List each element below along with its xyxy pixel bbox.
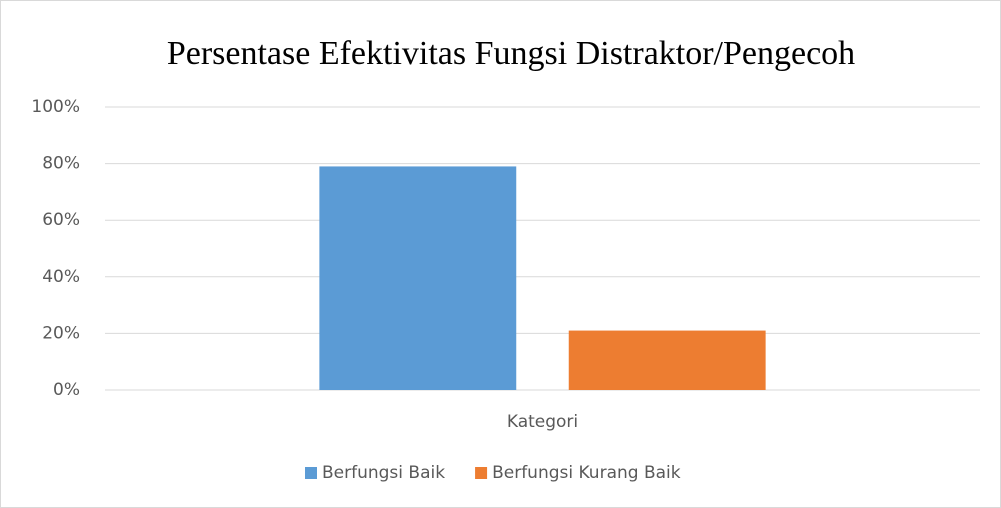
- y-tick-label: 20%: [42, 323, 80, 343]
- bar: [568, 330, 766, 390]
- y-tick-label: 40%: [42, 267, 80, 287]
- y-tick-label: 80%: [42, 154, 80, 174]
- bar: [319, 166, 517, 390]
- y-tick-label: 0%: [53, 380, 80, 400]
- y-tick-label: 100%: [31, 97, 80, 117]
- y-tick-label: 60%: [42, 210, 80, 230]
- legend-swatch: [305, 467, 317, 479]
- x-tick-label: Kategori: [507, 412, 578, 432]
- chart-title: Persentase Efektivitas Fungsi Distraktor…: [167, 35, 855, 72]
- legend-label: Berfungsi Kurang Baik: [492, 463, 681, 483]
- legend-label: Berfungsi Baik: [322, 463, 445, 483]
- legend-swatch: [475, 467, 488, 479]
